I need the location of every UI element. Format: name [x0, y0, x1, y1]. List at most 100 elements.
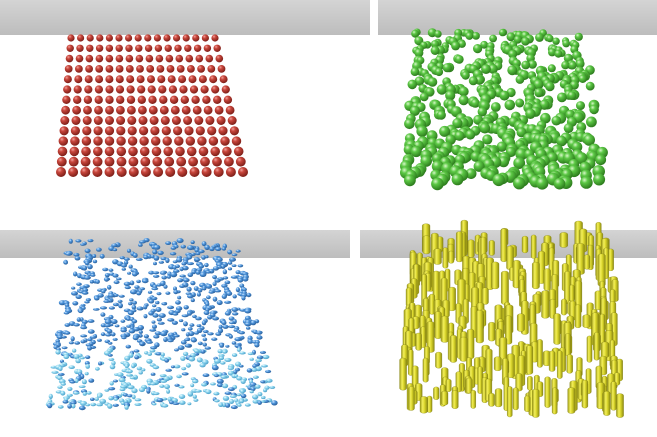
red-sphere — [185, 136, 195, 146]
green-sphere — [506, 32, 516, 42]
blue-particle — [155, 300, 160, 305]
blue-particle — [208, 290, 215, 294]
red-sphere — [92, 156, 103, 167]
red-sphere — [135, 44, 143, 52]
green-sphere — [513, 157, 526, 170]
blue-particle — [128, 352, 134, 358]
blue-particle — [147, 290, 153, 294]
blue-particle — [190, 383, 195, 388]
blue-particle — [156, 398, 164, 403]
red-sphere — [195, 126, 205, 136]
red-sphere — [186, 146, 197, 157]
blue-particle — [218, 402, 224, 407]
green-sphere — [465, 129, 476, 140]
green-sphere — [498, 156, 510, 168]
yellow-cylinder — [582, 314, 591, 328]
red-sphere — [137, 85, 146, 94]
red-sphere — [219, 75, 228, 84]
blue-particle — [193, 349, 200, 353]
blue-particle — [102, 267, 109, 272]
red-sphere — [72, 105, 81, 115]
blue-particle — [78, 385, 86, 388]
red-sphere — [166, 65, 175, 73]
blue-particle — [119, 387, 126, 392]
blue-particle — [108, 357, 115, 361]
blue-particle — [74, 256, 81, 261]
red-sphere — [222, 146, 232, 157]
blue-particle — [251, 367, 258, 372]
blue-particle — [215, 332, 222, 336]
blue-particle — [57, 372, 65, 376]
yellow-cylinder — [434, 311, 442, 339]
red-sphere — [70, 126, 80, 136]
blue-particle — [73, 271, 78, 277]
red-sphere — [86, 44, 94, 52]
blue-particle — [192, 394, 197, 399]
red-sphere — [181, 105, 191, 115]
red-sphere — [193, 44, 202, 52]
red-sphere — [116, 136, 126, 146]
green-sphere — [507, 65, 518, 76]
red-sphere — [140, 156, 151, 167]
red-sphere — [205, 54, 214, 63]
blue-particle — [244, 308, 252, 314]
blue-particle — [85, 363, 90, 369]
blue-particle — [132, 335, 139, 341]
green-sphere — [593, 173, 606, 186]
red-sphere — [151, 146, 162, 157]
blue-particle — [73, 323, 80, 327]
blue-particle — [73, 354, 80, 360]
blue-particle — [256, 355, 264, 360]
blue-particle — [108, 387, 116, 391]
red-sphere — [93, 116, 103, 125]
red-sphere — [139, 126, 149, 136]
blue-particle — [240, 389, 245, 394]
yellow-cylinder — [507, 386, 513, 418]
blue-particle — [242, 276, 249, 282]
red-sphere — [104, 146, 115, 157]
blue-particle — [156, 317, 162, 322]
green-sphere — [575, 152, 588, 165]
blue-particle — [184, 343, 191, 348]
red-sphere — [116, 105, 125, 115]
yellow-cylinder — [521, 235, 529, 254]
blue-particle — [112, 379, 119, 383]
blue-particle — [92, 254, 97, 258]
blue-particle — [201, 255, 206, 260]
green-sphere — [589, 104, 599, 115]
blue-particle — [222, 276, 229, 280]
red-sphere — [158, 85, 167, 94]
red-sphere — [203, 105, 213, 115]
blue-particle — [160, 256, 167, 261]
blue-particle — [165, 368, 172, 372]
blue-particle — [109, 381, 114, 386]
blue-particle — [94, 397, 99, 401]
blue-particle — [47, 403, 53, 409]
yellow-cylinder — [494, 388, 503, 408]
blue-particle — [192, 314, 197, 319]
red-sphere — [161, 126, 171, 136]
green-sphere — [430, 40, 440, 49]
blue-particle — [165, 241, 172, 246]
green-sphere — [586, 116, 597, 128]
red-sphere — [57, 146, 68, 157]
red-sphere — [82, 116, 92, 125]
blue-particle — [194, 331, 199, 335]
green-sphere — [521, 37, 530, 46]
red-sphere — [198, 75, 207, 84]
green-sphere — [595, 154, 607, 166]
blue-particle — [128, 328, 136, 334]
red-sphere — [187, 65, 195, 73]
blue-particle — [163, 284, 168, 289]
blue-particle — [68, 365, 75, 370]
yellow-cylinder — [451, 390, 459, 409]
yellow-cylinder — [569, 284, 575, 303]
red-sphere — [205, 116, 215, 125]
green-sphere — [496, 141, 508, 152]
blue-particle — [271, 400, 278, 406]
blue-particle — [205, 389, 212, 395]
red-sphere — [71, 116, 81, 125]
blue-particle — [189, 323, 195, 327]
blue-particle — [222, 395, 230, 401]
yellow-cylinder — [559, 232, 568, 248]
